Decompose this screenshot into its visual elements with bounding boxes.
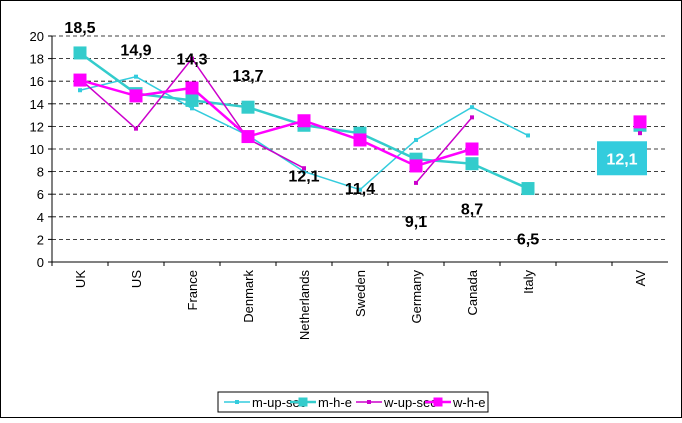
legend-marker: [298, 397, 308, 407]
data-label: 14,3: [176, 51, 207, 68]
x-tick-label: France: [185, 270, 200, 310]
marker: [73, 73, 87, 87]
marker: [185, 93, 199, 107]
marker: [73, 46, 87, 60]
data-label: 8,7: [461, 202, 483, 219]
x-tick-label: Sweden: [353, 270, 368, 317]
x-tick-label: US: [129, 270, 144, 288]
data-label: 9,1: [405, 214, 427, 231]
data-label: 18,5: [64, 20, 95, 37]
marker: [638, 131, 642, 136]
x-tick-label: AV: [633, 270, 648, 287]
legend-marker: [235, 400, 239, 404]
y-tick-label: 4: [37, 210, 44, 225]
y-tick-label: 18: [30, 52, 44, 67]
marker: [414, 137, 418, 142]
marker: [297, 114, 311, 128]
x-tick-label: Germany: [409, 270, 424, 324]
legend-label: w-up-sec: [383, 395, 437, 410]
marker: [633, 115, 647, 129]
legend-box: [217, 391, 489, 413]
marker: [470, 105, 474, 110]
marker: [241, 100, 255, 114]
series-line: [415, 116, 473, 184]
marker: [134, 74, 138, 79]
legend-marker: [433, 397, 443, 407]
marker: [414, 180, 418, 185]
marker: [134, 126, 138, 131]
y-tick-label: 16: [30, 74, 44, 89]
marker: [353, 133, 367, 147]
y-tick-label: 12: [30, 119, 44, 134]
x-tick-label: UK: [73, 270, 88, 288]
marker: [185, 81, 199, 95]
marker: [465, 142, 479, 156]
marker: [302, 166, 306, 171]
marker: [129, 89, 143, 103]
x-tick-label: Denmark: [241, 270, 256, 323]
y-tick-label: 2: [37, 232, 44, 247]
data-label: 12,1: [606, 151, 637, 168]
marker: [526, 133, 530, 138]
x-tick-label: Italy: [521, 270, 536, 294]
marker: [302, 169, 306, 174]
y-tick-label: 8: [37, 165, 44, 180]
data-label: 12,1: [288, 168, 319, 185]
marker: [190, 56, 194, 61]
y-tick-label: 10: [30, 142, 44, 157]
marker: [190, 106, 194, 111]
y-tick-label: 20: [30, 29, 44, 44]
legend-label: m-up-sec: [252, 395, 307, 410]
legend-label: w-h-e: [452, 395, 486, 410]
marker: [241, 130, 255, 144]
data-label: 14,9: [120, 43, 151, 60]
series-line: [79, 78, 473, 168]
data-label: 11,4: [345, 181, 375, 198]
marker: [358, 187, 362, 192]
marker: [78, 88, 82, 93]
data-label: 13,7: [232, 68, 263, 85]
y-tick-label: 14: [30, 97, 44, 112]
marker: [470, 115, 474, 120]
marker: [465, 157, 479, 171]
marker: [521, 182, 535, 196]
legend-label: m-h-e: [318, 395, 352, 410]
data-label-box: [597, 141, 647, 176]
marker: [409, 159, 423, 173]
x-tick-label: Canada: [465, 269, 480, 315]
y-tick-label: 6: [37, 187, 44, 202]
x-tick-label: Netherlands: [297, 270, 312, 341]
legend-marker: [367, 400, 371, 404]
data-label: 6,5: [517, 232, 539, 249]
legend: m-up-sec m-h-e w-up-sec w-h-e: [217, 391, 489, 413]
y-tick-label: 0: [37, 255, 44, 270]
